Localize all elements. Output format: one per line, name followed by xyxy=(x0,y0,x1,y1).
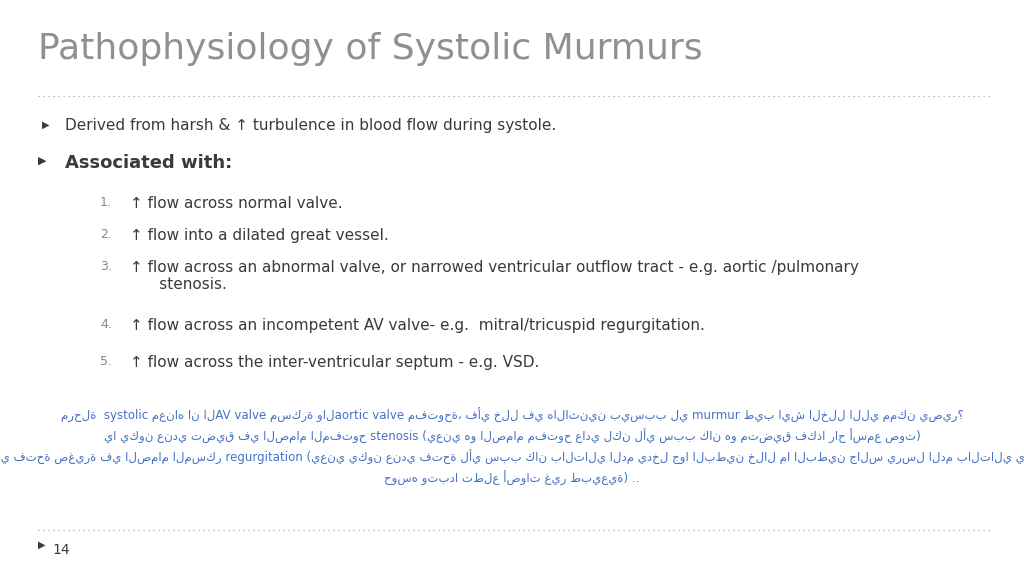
Text: ▶: ▶ xyxy=(38,156,46,166)
Text: ▶: ▶ xyxy=(38,540,45,550)
Text: Derived from harsh & ↑ turbulence in blood flow during systole.: Derived from harsh & ↑ turbulence in blo… xyxy=(65,118,556,133)
Text: ↑ flow into a dilated great vessel.: ↑ flow into a dilated great vessel. xyxy=(130,228,389,243)
Text: 1.: 1. xyxy=(100,196,112,209)
Text: ▶: ▶ xyxy=(42,120,49,130)
Text: ↑ flow across normal valve.: ↑ flow across normal valve. xyxy=(130,196,343,211)
Text: 14: 14 xyxy=(52,543,70,557)
Text: أو يكون عندي فتحة صغيرة في الصمام المسكر regurgitation (يعني يكون عندي فتحة لأي : أو يكون عندي فتحة صغيرة في الصمام المسكر… xyxy=(0,450,1024,465)
Text: 2.: 2. xyxy=(100,228,112,241)
Text: ↑ flow across an incompetent AV valve- e.g.  mitral/tricuspid regurgitation.: ↑ flow across an incompetent AV valve- e… xyxy=(130,318,705,333)
Text: 5.: 5. xyxy=(100,355,112,368)
Text: مرحلة  systolic معناه ان الAV valve مسكرة والaortic valve مفتوحة، فأي خلل في هال: مرحلة systolic معناه ان الAV valve مسكرة… xyxy=(60,408,964,423)
Text: 4.: 4. xyxy=(100,318,112,331)
Text: Associated with:: Associated with: xyxy=(65,154,232,172)
Text: 3.: 3. xyxy=(100,260,112,273)
Text: يا يكون عندي تضيق في الصمام المفتوح stenosis (يعني هو الصمام مفتوح عادي لكن لأي : يا يكون عندي تضيق في الصمام المفتوح sten… xyxy=(103,429,921,444)
Text: Pathophysiology of Systolic Murmurs: Pathophysiology of Systolic Murmurs xyxy=(38,32,702,66)
Text: حوسه وتبدا تطلع أصوات غير طبيعية) ..: حوسه وتبدا تطلع أصوات غير طبيعية) .. xyxy=(384,471,640,486)
Text: ↑ flow across the inter-ventricular septum - e.g. VSD.: ↑ flow across the inter-ventricular sept… xyxy=(130,355,540,370)
Text: ↑ flow across an abnormal valve, or narrowed ventricular outflow tract - e.g. ao: ↑ flow across an abnormal valve, or narr… xyxy=(130,260,859,293)
